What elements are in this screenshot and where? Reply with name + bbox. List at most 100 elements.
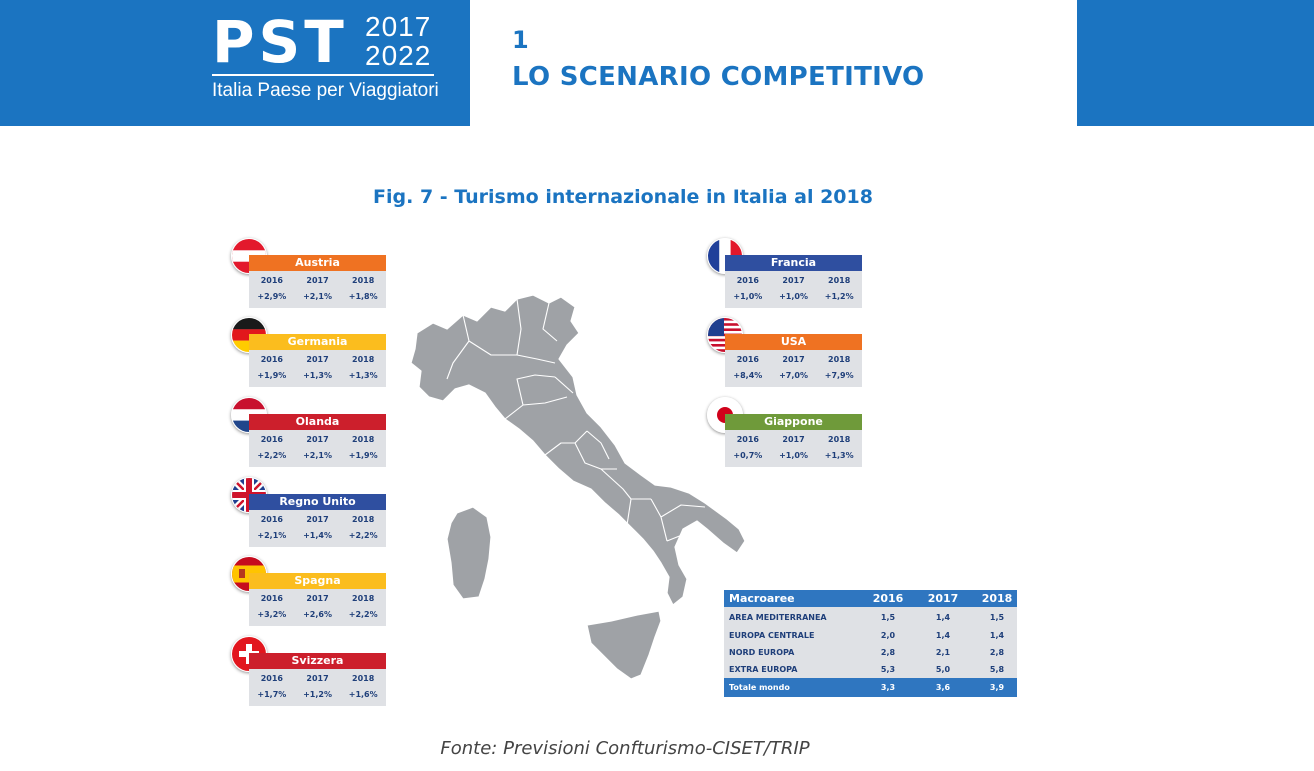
country-name: Francia: [725, 255, 862, 271]
year-label: 2017: [306, 276, 329, 285]
header-right-panel: [1077, 0, 1314, 126]
table-row: AREA MEDITERRANEA 1,5 1,4 1,5: [724, 609, 1017, 626]
country-stats: 2016 2017 2018 +0,7% +1,0% +1,3%: [725, 430, 862, 467]
sicily-shape: [586, 610, 662, 680]
total-label: Totale mondo: [729, 683, 790, 692]
country-stats: 2016 2017 2018 +1,9% +1,3% +1,3%: [249, 350, 386, 387]
country-name: Germania: [249, 334, 386, 350]
country-stats: 2016 2017 2018 +1,7% +1,2% +1,6%: [249, 669, 386, 706]
year-label: 2018: [352, 435, 375, 444]
year-label: 2017: [306, 355, 329, 364]
macroarea-value: 2,8: [989, 648, 1005, 657]
year-label: 2016: [736, 276, 759, 285]
country-stats: 2016 2017 2018 +1,0% +1,0% +1,2%: [725, 271, 862, 308]
country-card-germania: Germania 2016 2017 2018 +1,9% +1,3% +1,3%: [249, 333, 386, 387]
logo-years: 2017 2022: [365, 12, 431, 70]
logo-year-start: 2017: [365, 11, 432, 42]
country-name: Svizzera: [249, 653, 386, 669]
region-border-lines: [446, 298, 706, 542]
year-label: 2018: [352, 674, 375, 683]
country-name: Olanda: [249, 414, 386, 430]
total-value: 3,9: [989, 683, 1005, 692]
country-card-usa: USA 2016 2017 2018 +8,4% +7,0% +7,9%: [725, 333, 862, 387]
country-name: Austria: [249, 255, 386, 271]
year-label: 2018: [352, 355, 375, 364]
growth-value: +2,2%: [348, 531, 378, 540]
country-stats: 2016 2017 2018 +3,2% +2,6% +2,2%: [249, 589, 386, 626]
italy-map: [410, 294, 746, 680]
growth-value: +1,3%: [348, 371, 378, 380]
country-stats: 2016 2017 2018 +2,9% +2,1% +1,8%: [249, 271, 386, 308]
macroarea-value: 1,4: [935, 631, 951, 640]
year-label: 2017: [782, 435, 805, 444]
growth-value: +1,0%: [733, 292, 763, 301]
macroaree-header-year: 2018: [981, 592, 1013, 605]
section-title: LO SCENARIO COMPETITIVO: [512, 62, 925, 92]
year-label: 2018: [828, 276, 851, 285]
growth-value: +1,0%: [779, 451, 808, 460]
growth-value: +1,3%: [303, 371, 332, 380]
macroarea-value: 1,5: [989, 613, 1005, 622]
year-label: 2017: [306, 435, 329, 444]
growth-value: +3,2%: [257, 610, 287, 619]
macroaree-header-label: Macroaree: [729, 592, 795, 605]
macroarea-value: 1,4: [989, 631, 1005, 640]
year-label: 2018: [352, 594, 375, 603]
growth-value: +1,9%: [348, 451, 378, 460]
figure-source: Fonte: Previsioni Confturismo-CISET/TRIP: [440, 738, 810, 759]
header-brand-panel: [0, 0, 470, 126]
country-stats: 2016 2017 2018 +2,2% +2,1% +1,9%: [249, 430, 386, 467]
growth-value: +7,0%: [779, 371, 808, 380]
macroarea-value: 2,1: [935, 648, 951, 657]
year-label: 2018: [352, 276, 375, 285]
growth-value: +2,2%: [257, 451, 287, 460]
macroarea-value: 5,3: [880, 665, 896, 674]
growth-value: +2,6%: [303, 610, 332, 619]
macroarea-value: 2,0: [880, 631, 896, 640]
country-name: Spagna: [249, 573, 386, 589]
table-row: NORD EUROPA 2,8 2,1 2,8: [724, 644, 1017, 661]
year-label: 2016: [260, 435, 283, 444]
country-name: Giappone: [725, 414, 862, 430]
country-name: USA: [725, 334, 862, 350]
country-stats: 2016 2017 2018 +8,4% +7,0% +7,9%: [725, 350, 862, 387]
year-label: 2016: [260, 515, 283, 524]
macroarea-label: AREA MEDITERRANEA: [729, 613, 827, 622]
growth-value: +2,1%: [257, 531, 287, 540]
country-card-olanda: Olanda 2016 2017 2018 +2,2% +2,1% +1,9%: [249, 413, 386, 467]
growth-value: +1,8%: [348, 292, 378, 301]
growth-value: +1,4%: [303, 531, 332, 540]
macroarea-label: EXTRA EUROPA: [729, 665, 798, 674]
total-value: 3,3: [880, 683, 896, 692]
year-label: 2016: [260, 355, 283, 364]
logo-divider: [212, 74, 434, 76]
growth-value: +2,2%: [348, 610, 378, 619]
year-label: 2016: [260, 674, 283, 683]
figure-title: Fig. 7 - Turismo internazionale in Itali…: [373, 186, 873, 208]
growth-value: +1,2%: [824, 292, 854, 301]
total-value: 3,6: [935, 683, 951, 692]
macroarea-value: 5,8: [989, 665, 1005, 674]
growth-value: +0,7%: [733, 451, 763, 460]
macroaree-header-row: Macroaree 2016 2017 2018: [724, 590, 1017, 607]
logo-pst: PST: [212, 8, 348, 76]
growth-value: +1,9%: [257, 371, 287, 380]
country-card-austria: Austria 2016 2017 2018 +2,9% +2,1% +1,8%: [249, 254, 386, 308]
year-label: 2018: [828, 355, 851, 364]
macroaree-table: Macroaree 2016 2017 2018 AREA MEDITERRAN…: [724, 590, 1017, 697]
year-label: 2018: [828, 435, 851, 444]
country-card-svizzera: Svizzera 2016 2017 2018 +1,7% +1,2% +1,6%: [249, 652, 386, 706]
growth-value: +2,9%: [257, 292, 287, 301]
growth-value: +1,7%: [257, 690, 287, 699]
year-label: 2016: [260, 276, 283, 285]
growth-value: +2,1%: [303, 451, 332, 460]
macroaree-header-year: 2017: [927, 592, 959, 605]
logo-year-end: 2022: [365, 40, 432, 71]
year-label: 2017: [306, 594, 329, 603]
section-number: 1: [512, 26, 529, 54]
year-label: 2016: [736, 355, 759, 364]
country-card-regno-unito: Regno Unito 2016 2017 2018 +2,1% +1,4% +2,2%: [249, 493, 386, 547]
macroarea-label: NORD EUROPA: [729, 648, 795, 657]
year-label: 2016: [736, 435, 759, 444]
table-row: EUROPA CENTRALE 2,0 1,4 1,4: [724, 627, 1017, 644]
